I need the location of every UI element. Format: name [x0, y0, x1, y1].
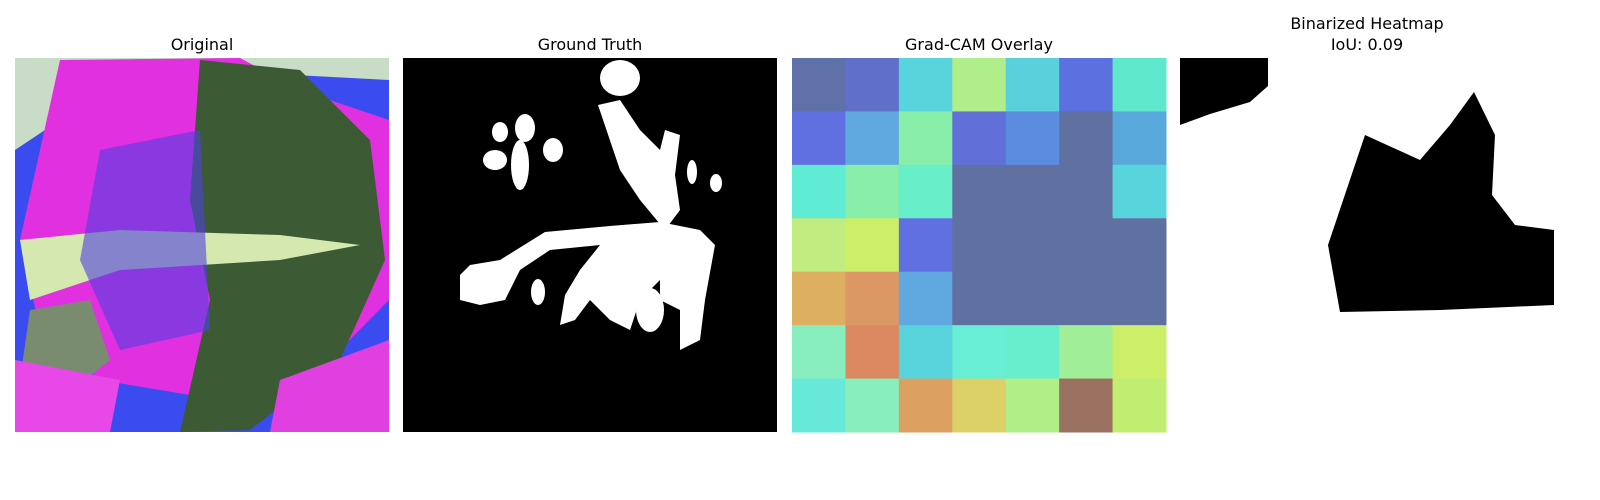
heatmap-cell: [1112, 218, 1167, 273]
panel-title: Binarized Heatmap: [1290, 14, 1443, 33]
grad-cam-overlay: [792, 58, 1167, 433]
heatmap-cell: [952, 58, 1007, 112]
heatmap-cell: [952, 111, 1007, 166]
panel-subtitle: IoU: 0.09: [1331, 35, 1403, 54]
panel-title: Ground Truth: [538, 35, 643, 54]
heatmap-cell: [1059, 164, 1114, 219]
heatmap-cell: [1059, 111, 1114, 166]
heatmap-cell: [898, 164, 953, 219]
heatmap-cell: [1059, 325, 1114, 380]
heatmap-cell: [792, 325, 846, 380]
heatmap-cell: [1112, 325, 1167, 380]
heatmap-cell: [845, 271, 900, 326]
heatmap-cell: [1059, 271, 1114, 326]
heatmap-cell: [1112, 378, 1167, 433]
heatmap-cell: [845, 164, 900, 219]
heatmap-cell: [898, 378, 953, 433]
heatmap-cell: [898, 58, 953, 112]
heatmap-cell: [898, 218, 953, 273]
heatmap-cell: [845, 111, 900, 166]
heatmap-cell: [1112, 111, 1167, 166]
heatmap-cell: [952, 325, 1007, 380]
heatmap-cell: [1005, 218, 1060, 273]
heatmap-cell: [1059, 218, 1114, 273]
heatmap-cell: [898, 271, 953, 326]
heatmap-cell: [898, 111, 953, 166]
heatmap-cell: [792, 111, 846, 166]
heatmap-cell: [792, 271, 846, 326]
heatmap-cell: [1005, 58, 1060, 112]
heatmap-cell: [1005, 164, 1060, 219]
heatmap-cell: [952, 164, 1007, 219]
heatmap-cell: [792, 164, 846, 219]
heatmap-cell: [952, 218, 1007, 273]
heatmap-cell: [1005, 378, 1060, 433]
heatmap-cell: [845, 58, 900, 112]
heatmap-cell: [845, 218, 900, 273]
heatmap-cell: [1059, 58, 1114, 112]
heatmap-cell: [1005, 271, 1060, 326]
heatmap-cell: [1112, 58, 1167, 112]
ground-truth-mask: [403, 58, 777, 432]
heatmap-cell: [792, 58, 846, 112]
heatmap-cell: [1112, 271, 1167, 326]
heatmap-cell: [1005, 325, 1060, 380]
heatmap-cell: [845, 378, 900, 433]
heatmap-cell: [952, 271, 1007, 326]
original-image: [15, 58, 389, 432]
heatmap-cell: [1112, 164, 1167, 219]
heatmap-cell: [898, 325, 953, 380]
heatmap-cell: [845, 325, 900, 380]
heatmap-cell: [1059, 378, 1114, 433]
panel-title: Original: [171, 35, 234, 54]
heatmap-cell: [792, 218, 846, 273]
heatmap-cell: [792, 378, 846, 433]
heatmap-cell: [1005, 111, 1060, 166]
heatmap-cell: [952, 378, 1007, 433]
binarized-heatmap: [1180, 58, 1554, 432]
panel-title: Grad-CAM Overlay: [905, 35, 1053, 54]
